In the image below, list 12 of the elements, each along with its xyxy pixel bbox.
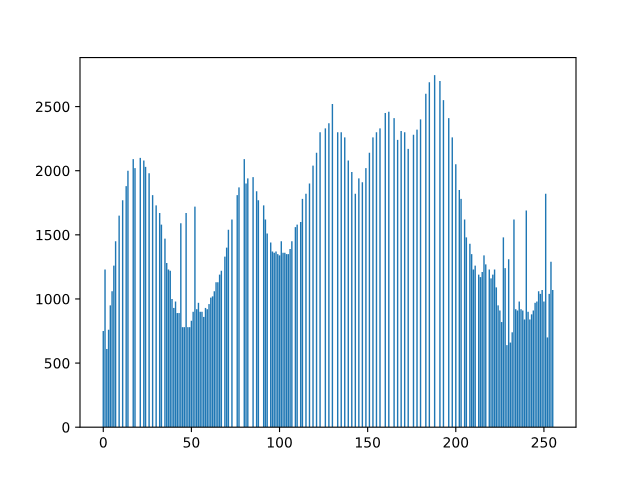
y-tick-label: 2000 [36,166,70,176]
x-tick-label: 250 [532,437,556,448]
x-tick-label: 200 [444,437,468,448]
y-tick-label: 1500 [36,230,70,240]
y-tick-label: 1000 [36,294,70,304]
y-tick-label: 0 [62,422,70,433]
y-tick-label: 2500 [36,102,70,112]
x-tick-label: 150 [356,437,380,448]
x-tick-label: 100 [268,437,292,448]
x-tick-label: 0 [100,437,107,448]
y-tick-label: 500 [44,358,70,369]
x-tick-label: 50 [184,437,200,448]
